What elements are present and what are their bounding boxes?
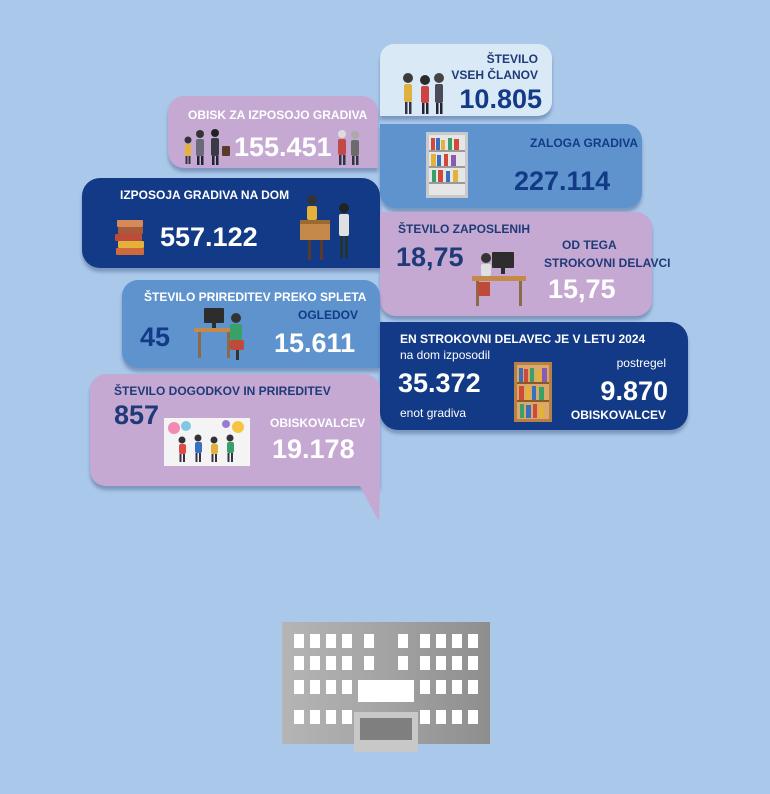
per-worker-card: EN STROKOVNI DELAVEC JE V LETU 2024 na d… <box>380 322 688 430</box>
home-loans-label: IZPOSOJA GRADIVA NA DOM <box>120 188 290 202</box>
staff-value: 18,75 <box>396 242 464 272</box>
staff-card: ŠTEVILO ZAPOSLENIH 18,75 OD TEGA STROKOV… <box>380 212 670 316</box>
online-events-views-value: 15.611 <box>274 328 356 358</box>
staff-sub-label-2: STROKOVNI DELAVCI <box>544 256 671 270</box>
stock-value: 227.114 <box>514 166 611 196</box>
visits-value: 155.451 <box>234 132 332 162</box>
events-card: ŠTEVILO DOGODKOV IN PRIREDITEV 857 OBISK… <box>90 374 380 486</box>
children-party-icon <box>164 418 250 466</box>
stock-label: ZALOGA GRADIVA <box>530 136 638 150</box>
bookshelf-icon <box>426 132 468 198</box>
members-label-2: VSEH ČLANOV <box>451 68 538 82</box>
speech-tail <box>360 486 380 522</box>
members-value: 10.805 <box>459 84 542 114</box>
per-worker-served-value: 9.870 <box>600 376 668 406</box>
staff-sub-value: 15,75 <box>548 274 616 304</box>
people-icon <box>403 73 444 114</box>
events-label: ŠTEVILO DOGODKOV IN PRIREDITEV <box>114 384 331 398</box>
members-card: ŠTEVILO VSEH ČLANOV 10.805 <box>380 44 552 116</box>
online-events-value: 45 <box>140 322 171 352</box>
per-worker-served-label: postregel <box>616 356 666 370</box>
online-events-card: ŠTEVILO PRIREDITEV PREKO SPLETA 45 OGLED… <box>122 280 380 368</box>
per-worker-title: EN STROKOVNI DELAVEC JE V LETU 2024 <box>400 332 646 346</box>
members-label-1: ŠTEVILO <box>486 52 538 66</box>
office-worker-icon <box>472 252 526 306</box>
events-visitors-label: OBISKOVALCEV <box>270 416 366 430</box>
family-icon <box>184 129 230 165</box>
home-loans-value: 557.122 <box>160 222 258 252</box>
online-events-views-label: OGLEDOV <box>298 308 359 322</box>
elderly-couple-icon <box>338 130 359 165</box>
library-building-icon <box>282 622 490 752</box>
bookcase-icon <box>514 362 552 422</box>
events-value: 857 <box>114 400 160 430</box>
visits-card: OBISK ZA IZPOSOJO GRADIVA 155.451 <box>168 96 378 168</box>
computer-user-icon <box>194 308 244 360</box>
per-worker-served-unit: OBISKOVALCEV <box>570 408 666 422</box>
per-worker-lent-label: na dom izposodil <box>400 348 491 362</box>
home-loans-card: IZPOSOJA GRADIVA NA DOM 557.122 <box>82 178 380 268</box>
per-worker-lent-unit: enot gradiva <box>400 406 467 420</box>
per-worker-lent-value: 35.372 <box>398 368 481 398</box>
stock-card: ZALOGA GRADIVA 227.114 <box>380 124 642 208</box>
staff-label: ŠTEVILO ZAPOSLENIH <box>398 222 531 236</box>
librarian-desk-icon <box>300 195 349 260</box>
online-events-label: ŠTEVILO PRIREDITEV PREKO SPLETA <box>144 290 367 304</box>
visits-label: OBISK ZA IZPOSOJO GRADIVA <box>188 108 368 122</box>
books-stack-icon <box>115 220 144 255</box>
events-visitors-value: 19.178 <box>272 434 355 464</box>
staff-sub-label-1: OD TEGA <box>562 238 617 252</box>
